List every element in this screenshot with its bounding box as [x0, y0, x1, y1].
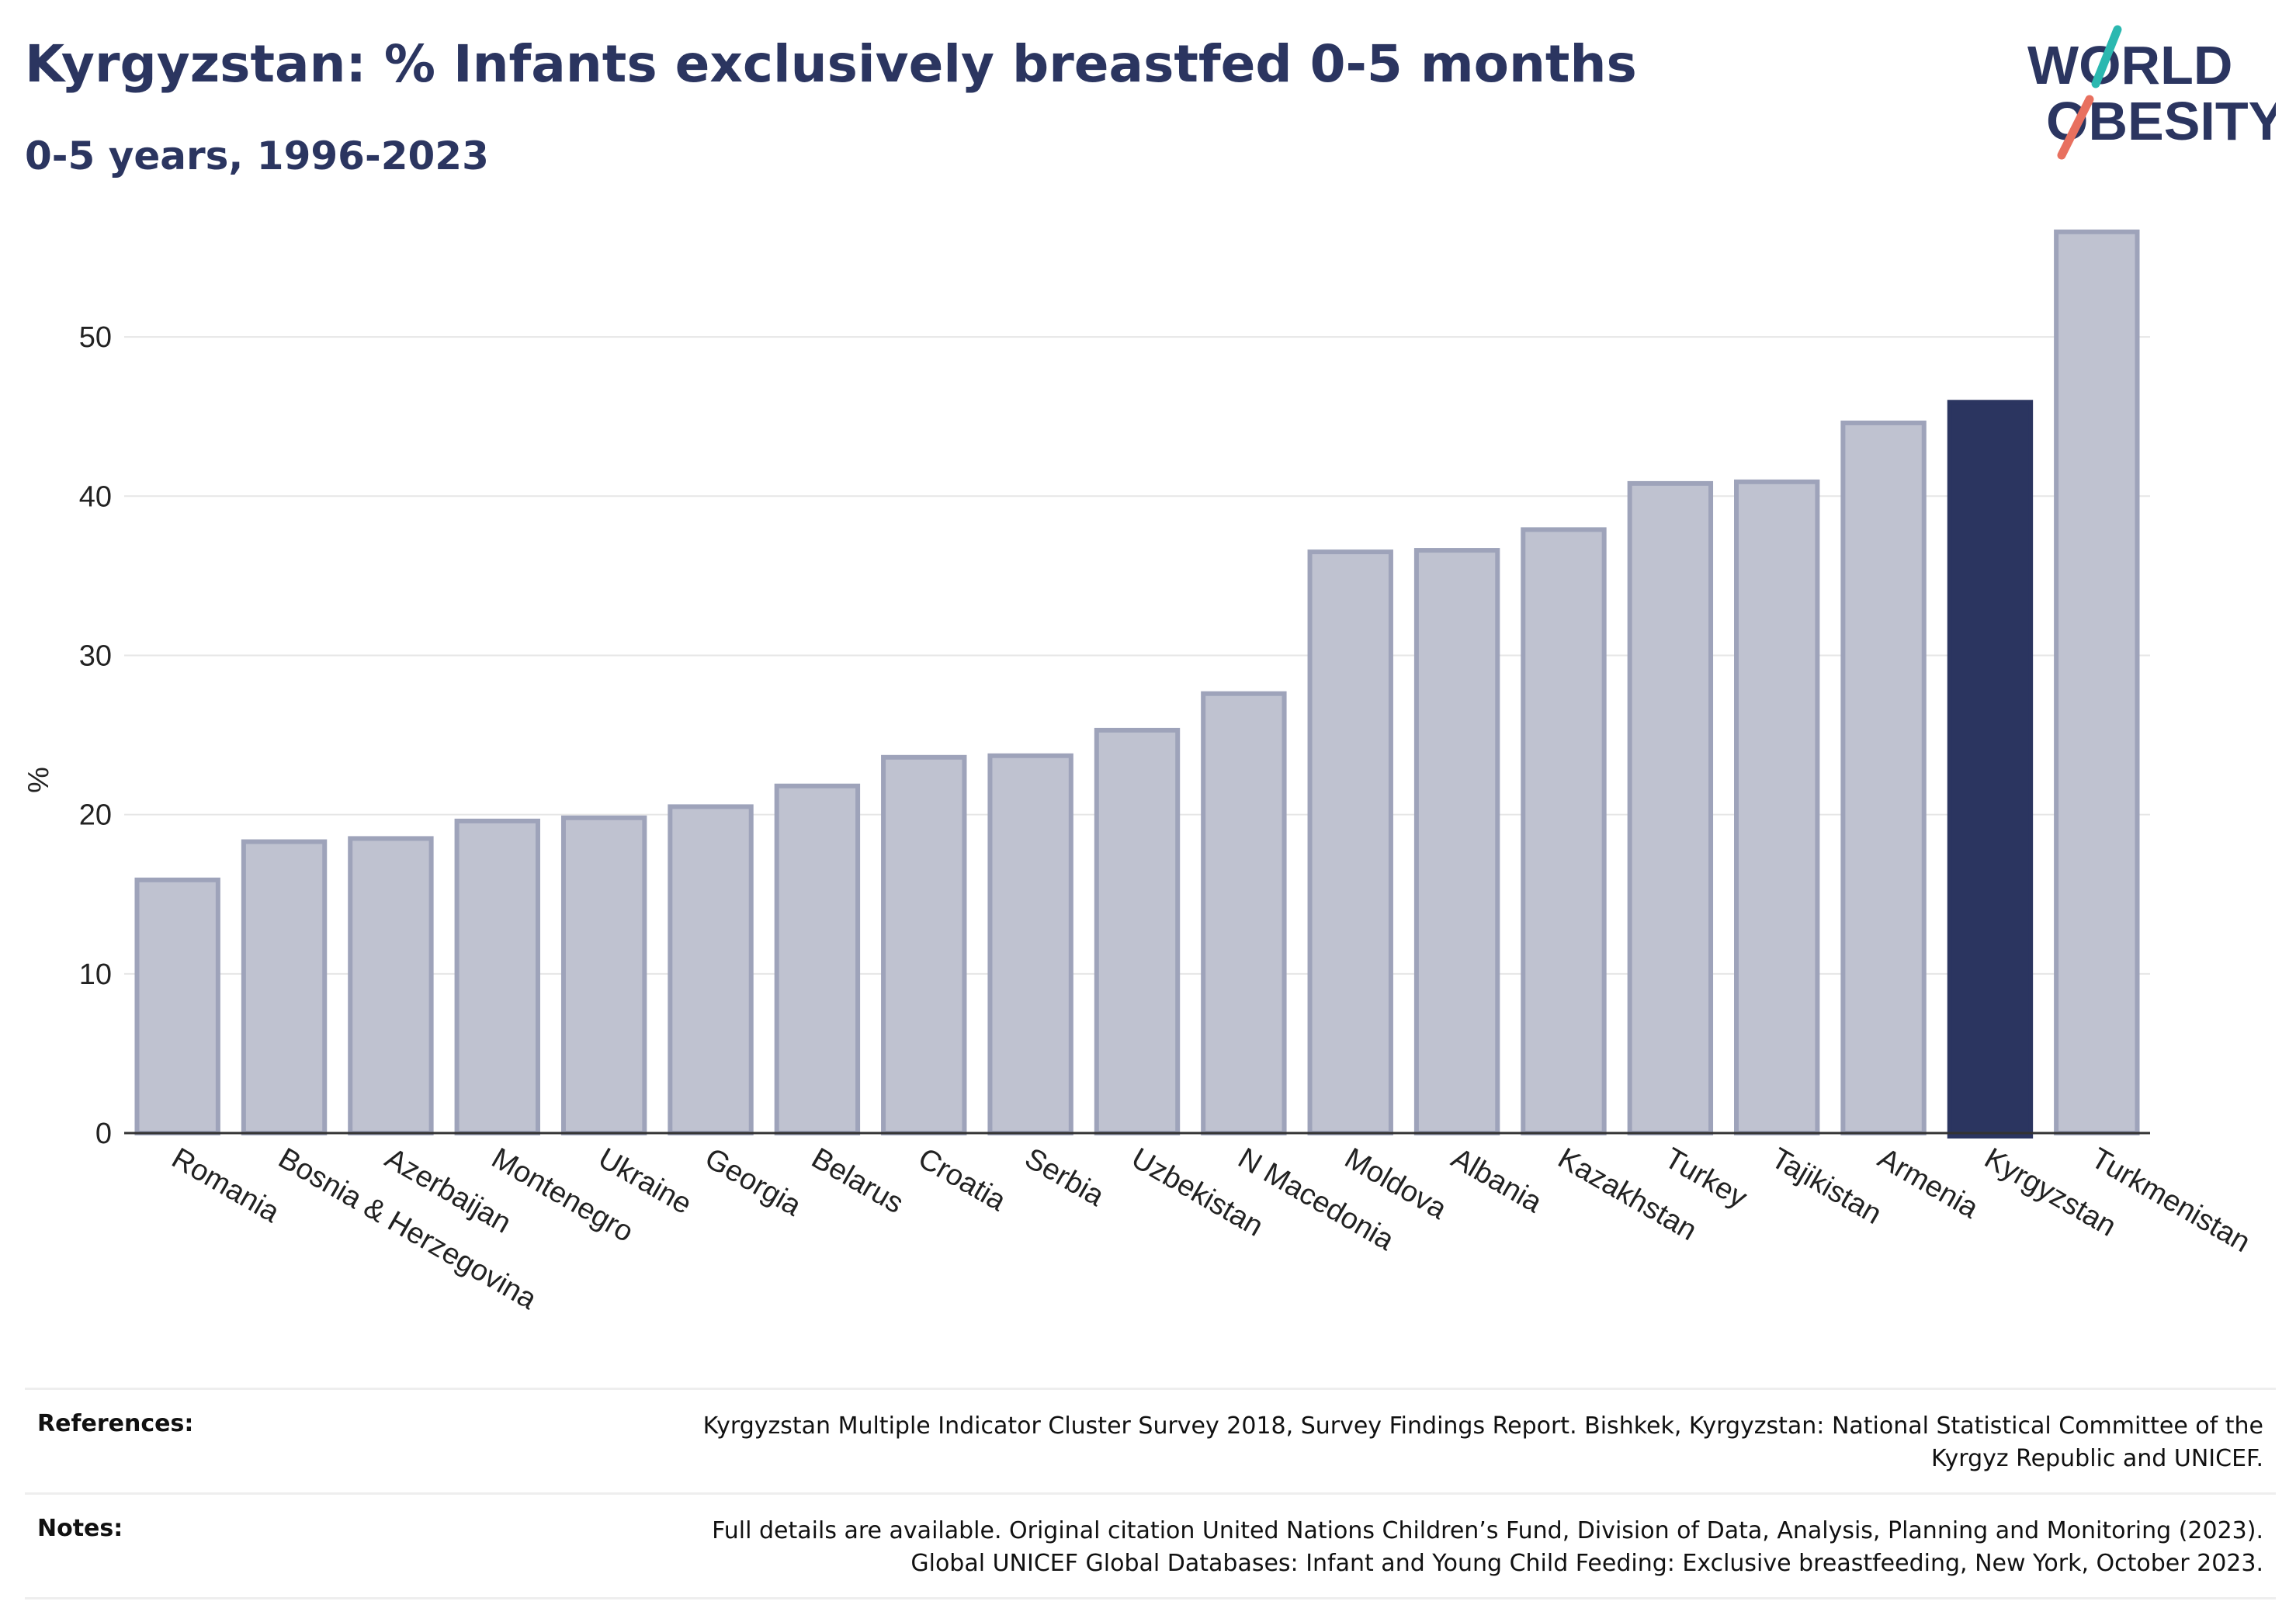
references-line: Kyrgyz Republic and UNICEF.	[1931, 1445, 2263, 1472]
x-tick-label: Albania	[1446, 1142, 1549, 1219]
x-tick-label: Serbia	[1019, 1142, 1110, 1213]
bar-georgia	[668, 804, 754, 1135]
bar-turkey	[1627, 480, 1714, 1135]
references-line: Kyrgyzstan Multiple Indicator Cluster Su…	[702, 1412, 2263, 1440]
bar-turkmenistan	[2054, 229, 2140, 1136]
bar-montenegro	[454, 818, 540, 1135]
references-label: References:	[37, 1410, 194, 1437]
notes-text: Full details are available. Original cit…	[385, 1515, 2263, 1580]
bar-kazakhstan	[1521, 527, 1607, 1135]
bar-kyrgyzstan	[1947, 400, 2034, 1139]
bar-romania	[134, 877, 220, 1136]
bar-n-macedonia	[1201, 691, 1287, 1135]
x-tick-label: Turkmenistan	[2086, 1142, 2256, 1259]
bar-tajikistan	[1734, 479, 1820, 1135]
y-tick-labels: 0 10 20 30 40 50	[79, 321, 112, 1150]
x-tick-label: Georgia	[699, 1142, 807, 1222]
references-table: References: Kyrgyzstan Multiple Indicato…	[25, 1388, 2276, 1599]
references-row: References: Kyrgyzstan Multiple Indicato…	[25, 1388, 2276, 1492]
chart-subtitle: 0-5 years, 1996-2023	[25, 133, 489, 178]
notes-label: Notes:	[37, 1515, 123, 1542]
notes-line: Global UNICEF Global Databases: Infant a…	[910, 1550, 2263, 1577]
y-tick-label: 30	[79, 639, 112, 672]
references-text: Kyrgyzstan Multiple Indicator Cluster Su…	[385, 1410, 2263, 1475]
y-tick-label: 50	[79, 321, 112, 354]
logo-slash-teal	[2091, 25, 2122, 88]
x-tick-label: Romania	[166, 1142, 285, 1229]
x-tick-label: Croatia	[913, 1142, 1012, 1218]
bar-croatia	[881, 754, 967, 1135]
x-tick-label: Armenia	[1872, 1142, 1984, 1225]
bar-albania	[1413, 548, 1500, 1135]
bar-bosnia-herzegovina	[241, 839, 328, 1135]
bar-uzbekistan	[1094, 727, 1181, 1135]
bar-serbia	[987, 753, 1073, 1135]
chart-title: Kyrgyzstan: % Infants exclusively breast…	[25, 34, 1637, 94]
bar-azerbaijan	[348, 836, 434, 1135]
logo-slash-coral	[2057, 95, 2094, 160]
notes-row: Notes: Full details are available. Origi…	[25, 1492, 2276, 1599]
logo-line-world: WORLD	[2027, 35, 2232, 95]
bar-belarus	[774, 783, 861, 1135]
y-tick-label: 0	[95, 1118, 112, 1150]
x-tick-label: Belarus	[806, 1142, 909, 1220]
bars	[134, 229, 2140, 1139]
y-tick-label: 20	[79, 799, 112, 832]
bar-armenia	[1840, 420, 1927, 1135]
y-axis-label: %	[23, 767, 55, 793]
notes-line: Full details are available. Original cit…	[712, 1517, 2263, 1544]
y-tick-label: 10	[79, 958, 112, 991]
y-tick-label: 40	[79, 480, 112, 513]
world-obesity-logo: WORLD OBESITY	[2027, 25, 2276, 160]
bar-ukraine	[560, 815, 647, 1135]
x-tick-label: Tajikistan	[1766, 1142, 1887, 1231]
bar-moldova	[1307, 549, 1393, 1136]
